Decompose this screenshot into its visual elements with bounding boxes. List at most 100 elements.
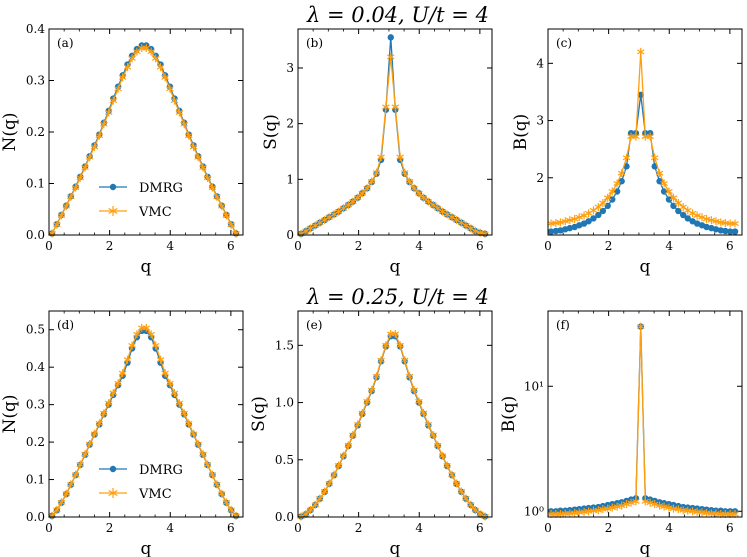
point-vmc — [372, 372, 381, 381]
point-vmc — [118, 369, 127, 378]
series-line-vmc — [300, 333, 486, 518]
point-dmrg — [557, 227, 564, 234]
point-vmc — [306, 224, 315, 233]
point-vmc — [570, 508, 579, 517]
point-vmc — [721, 218, 730, 227]
point-vmc — [90, 142, 99, 151]
y-tick-label: 1.0 — [275, 396, 294, 410]
point-vmc — [123, 355, 132, 364]
point-vmc — [467, 224, 475, 233]
y-tick-label: 4 — [536, 56, 544, 70]
point-vmc — [467, 500, 475, 509]
x-tick-label: 6 — [227, 521, 235, 535]
y-tick-label: 0.4 — [26, 22, 45, 36]
point-vmc — [142, 44, 151, 53]
point-vmc — [660, 179, 668, 188]
series-line-dmrg — [300, 335, 486, 518]
point-vmc — [81, 163, 89, 172]
point-vmc — [386, 52, 395, 61]
point-vmc — [175, 108, 184, 117]
point-vmc — [189, 429, 198, 438]
x-tick-label: 4 — [415, 521, 423, 535]
plot-frame — [48, 310, 244, 518]
x-tick-label: 2 — [605, 239, 613, 253]
point-vmc — [570, 214, 579, 223]
point-vmc — [405, 177, 414, 186]
point-vmc — [561, 509, 570, 518]
point-vmc — [660, 502, 668, 511]
point-vmc — [712, 217, 720, 226]
point-vmc — [118, 73, 127, 82]
x-tick-label: 4 — [166, 239, 174, 253]
point-vmc — [561, 217, 570, 226]
plot-frame — [547, 28, 743, 236]
point-vmc — [580, 507, 588, 516]
x-axis-label: q — [390, 539, 401, 557]
point-vmc — [646, 132, 654, 141]
point-dmrg — [712, 226, 720, 233]
row-title-top: λ = 0.04, U/t = 4 — [306, 3, 489, 27]
point-vmc — [665, 503, 673, 512]
point-vmc — [646, 498, 654, 507]
point-vmc — [481, 512, 489, 521]
series-line-vmc — [551, 326, 736, 515]
point-dmrg — [660, 188, 668, 195]
point-vmc — [415, 397, 423, 406]
point-vmc — [377, 153, 385, 162]
point-vmc — [156, 355, 165, 364]
x-tick-label: 2 — [605, 521, 613, 535]
point-vmc — [363, 397, 371, 406]
point-vmc — [707, 509, 716, 518]
point-vmc — [665, 187, 673, 196]
point-vmc — [302, 510, 310, 519]
point-vmc — [429, 430, 437, 439]
y-tick-label: 0.5 — [26, 323, 45, 337]
point-vmc — [547, 219, 555, 228]
point-vmc — [151, 54, 160, 63]
x-tick-label: 4 — [665, 521, 673, 535]
point-vmc — [156, 63, 165, 72]
plot-frame — [297, 28, 493, 236]
point-vmc — [330, 470, 338, 479]
point-vmc — [471, 506, 480, 515]
point-vmc — [443, 210, 451, 219]
point-vmc — [608, 187, 617, 196]
point-vmc — [213, 192, 221, 201]
point-dmrg — [547, 228, 555, 235]
point-vmc — [180, 120, 188, 129]
x-tick-label: 0 — [45, 239, 53, 253]
point-vmc — [438, 451, 447, 460]
point-vmc — [702, 508, 711, 517]
x-tick-label: 6 — [726, 239, 734, 253]
point-vmc — [363, 184, 371, 193]
point-vmc — [358, 189, 367, 198]
point-vmc — [203, 460, 212, 469]
point-vmc — [81, 450, 89, 459]
point-vmc — [556, 510, 565, 519]
point-vmc — [641, 132, 650, 141]
point-vmc — [147, 47, 155, 56]
point-dmrg — [722, 227, 729, 235]
panel-d: 0 2 4 6 0.0 0.1 0.2 0.3 0.4 0.5 (d) q N(q) DMRG VMC — [0, 310, 244, 557]
point-vmc — [712, 509, 720, 518]
point-vmc — [584, 209, 593, 218]
x-tick-label: 2 — [355, 239, 363, 253]
point-vmc — [556, 218, 565, 227]
point-vmc — [726, 510, 734, 519]
point-vmc — [443, 461, 451, 470]
panel-e: 0 2 4 6 0.0 0.5 1.0 1.5 (e) q S(q) — [249, 310, 493, 557]
y-tick-label: 0.2 — [26, 125, 45, 139]
point-vmc — [391, 102, 400, 111]
point-vmc — [137, 323, 146, 332]
point-vmc — [405, 372, 414, 381]
point-dmrg — [665, 196, 673, 203]
point-vmc — [391, 329, 400, 338]
point-vmc — [358, 408, 367, 417]
point-vmc — [67, 192, 75, 201]
point-vmc — [448, 213, 456, 222]
point-vmc — [698, 213, 706, 222]
panel-label: (f) — [556, 318, 570, 332]
y-tick-label: 0.1 — [26, 473, 45, 487]
x-tick-label: 6 — [726, 521, 734, 535]
x-tick-label: 2 — [106, 239, 114, 253]
